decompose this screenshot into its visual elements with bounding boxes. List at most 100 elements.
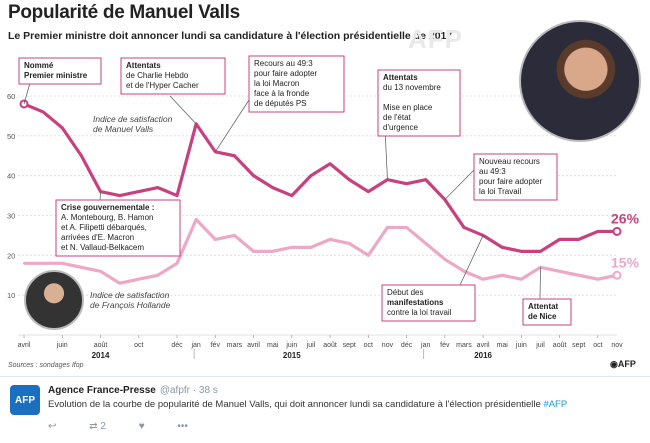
annotation-text-manif: contre la loi travail: [387, 308, 452, 317]
annotation-text-nomme: Premier ministre: [24, 71, 88, 80]
data-point-valls: [233, 155, 235, 157]
afp-logo: ◉AFP: [610, 359, 636, 370]
year-label: 2016: [474, 351, 492, 360]
tweet-handle[interactable]: @afpfr · 38 s: [160, 385, 218, 396]
tweet-text: Evolution de la courbe de popularité de …: [48, 399, 567, 410]
annotation-text-crise: et N. Vallaud-Belkacem: [61, 243, 144, 252]
annotation-text-crise: A. Montebourg, B. Hamon: [61, 213, 154, 222]
annotation-text-nov13: Mise en place: [383, 103, 433, 112]
data-point-hollande: [23, 262, 25, 264]
y-tick-label: 40: [7, 172, 15, 181]
tweet: AFP Agence France-Presse @afpfr · 38 s Ev…: [0, 376, 650, 443]
y-tick-label: 30: [7, 212, 15, 221]
annotation-text-crise: Crise gouvernementale :: [61, 203, 154, 212]
data-point-hollande: [195, 218, 197, 220]
more-dots-icon[interactable]: •••: [177, 421, 188, 432]
x-tick-label: août: [553, 342, 567, 349]
data-point-valls: [61, 127, 63, 129]
x-tick-label: août: [94, 342, 108, 349]
annotation-text-493b: au 49:3: [479, 167, 506, 176]
afp-logo-icon: ◉: [610, 359, 618, 369]
annotation-text-nov13: d'urgence: [383, 123, 418, 132]
annotation-text-493a: pour faire adopter: [254, 69, 317, 78]
data-point-valls: [367, 190, 369, 192]
retweet-icon[interactable]: ⇄ 2: [89, 421, 106, 432]
tweet-author[interactable]: Agence France-Presse: [48, 385, 156, 396]
data-point-valls: [425, 178, 427, 180]
x-tick-label: jan: [420, 342, 430, 349]
x-tick-label: août: [323, 342, 337, 349]
data-point-valls: [558, 238, 560, 240]
data-point-hollande: [501, 274, 503, 276]
data-point-valls: [501, 246, 503, 248]
data-point-hollande: [329, 238, 331, 240]
sources-note: Sources : sondages Ifop: [8, 362, 84, 369]
data-point-valls: [405, 182, 407, 184]
data-point-valls: [520, 250, 522, 252]
annotation-text-493b: pour faire adopter: [479, 177, 542, 186]
x-tick-label: mars: [227, 342, 243, 349]
data-point-valls: [539, 250, 541, 252]
tweet-actions: ↩ ⇄ 2 ♥ •••: [48, 421, 218, 432]
data-point-valls: [348, 178, 350, 180]
x-tick-label: nov: [611, 342, 623, 349]
valls-series-label: de Manuel Valls: [93, 124, 154, 134]
y-tick-label: 60: [7, 92, 15, 101]
data-point-valls: [252, 174, 254, 176]
heart-icon[interactable]: ♥: [139, 421, 145, 432]
hollande-end-label: 15%: [611, 254, 640, 270]
data-point-valls: [138, 190, 140, 192]
valls-portrait: [519, 20, 641, 142]
hollande-end-marker: [614, 272, 621, 279]
x-tick-label: juil: [535, 342, 545, 349]
annotation-leader-493a: [215, 100, 249, 152]
data-point-hollande: [291, 246, 293, 248]
data-point-valls: [578, 238, 580, 240]
data-point-hollande: [138, 278, 140, 280]
annotation-text-charlie: de Charlie Hebdo: [126, 71, 189, 80]
data-point-hollande: [80, 266, 82, 268]
tweet-header: Agence France-Presse @afpfr · 38 s: [48, 385, 218, 396]
data-point-valls: [42, 111, 44, 113]
valls-end-label: 26%: [611, 210, 640, 226]
data-point-hollande: [271, 250, 273, 252]
tweet-hashtag[interactable]: #AFP: [543, 399, 567, 410]
y-tick-label: 10: [7, 291, 15, 300]
annotation-text-493a: face à la fronde: [254, 89, 310, 98]
reply-arrow-icon[interactable]: ↩: [48, 421, 56, 432]
x-tick-label: avril: [247, 342, 260, 349]
hollande-series-label: Indice de satisfaction: [90, 290, 170, 300]
annotation-text-crise: arrivées d'E. Macron: [61, 233, 134, 242]
x-tick-label: fév: [211, 342, 221, 349]
annotation-text-493a: la loi Macron: [254, 79, 299, 88]
data-point-hollande: [597, 278, 599, 280]
tweet-avatar[interactable]: AFP: [10, 385, 40, 415]
x-tick-label: juil: [306, 342, 316, 349]
year-label: 2014: [92, 351, 110, 360]
data-point-hollande: [42, 262, 44, 264]
x-tick-label: nov: [382, 342, 394, 349]
data-point-hollande: [176, 262, 178, 264]
data-point-hollande: [558, 270, 560, 272]
data-point-hollande: [61, 262, 63, 264]
annotation-leader-charlie: [170, 96, 196, 124]
valls-series-label: Indice de satisfaction: [93, 114, 173, 124]
valls-end-marker: [614, 228, 621, 235]
annotation-text-nov13: du 13 novembre: [383, 83, 441, 92]
data-point-hollande: [520, 278, 522, 280]
x-tick-label: juin: [515, 342, 527, 349]
x-tick-label: fév: [440, 342, 450, 349]
annotation-text-nomme: Nommé: [24, 61, 54, 70]
x-tick-label: juin: [285, 342, 297, 349]
data-point-valls: [118, 194, 120, 196]
x-tick-label: oct: [364, 342, 373, 349]
x-tick-label: juin: [56, 342, 68, 349]
annotation-text-nov13: Attentats: [383, 73, 418, 82]
annotation-text-nice: de Nice: [528, 312, 557, 321]
data-point-hollande: [405, 226, 407, 228]
data-point-valls: [157, 186, 159, 188]
retweet-count: 2: [100, 421, 106, 432]
annotation-text-charlie: et de l'Hyper Cacher: [126, 81, 199, 90]
data-point-valls: [176, 194, 178, 196]
annotation-text-crise: et A. Filipetti débarqués,: [61, 223, 147, 232]
